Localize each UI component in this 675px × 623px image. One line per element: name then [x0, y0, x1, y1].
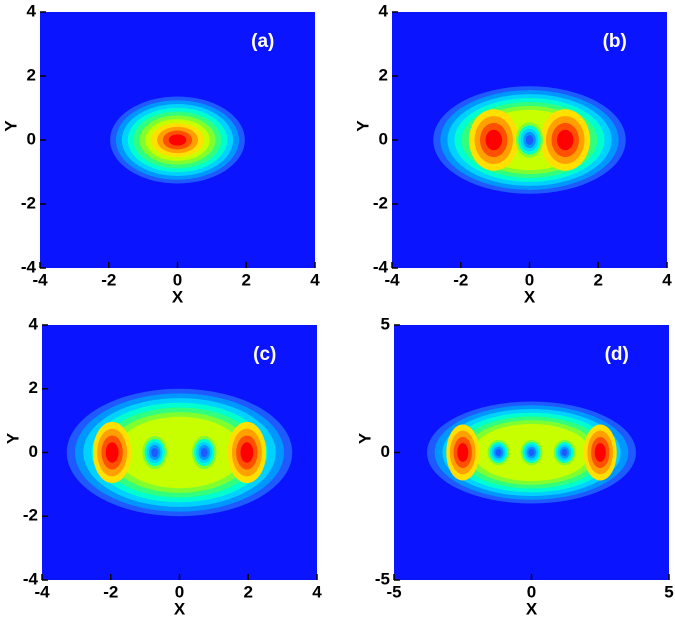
- contour-hole: [561, 449, 568, 456]
- x-tick-label: -4: [32, 270, 48, 289]
- contour-hole: [495, 449, 502, 456]
- x-tick-label: -2: [103, 582, 118, 601]
- contour-hole: [525, 135, 534, 145]
- y-tick-label: -2: [373, 193, 388, 212]
- x-axis-label: X: [174, 599, 186, 618]
- y-tick-label: 4: [29, 314, 39, 333]
- x-tick-label: 2: [242, 270, 251, 289]
- x-tick-label: -2: [101, 270, 116, 289]
- y-tick-label: 2: [29, 378, 38, 397]
- y-tick-label: -4: [21, 257, 37, 276]
- panel-label: (c): [253, 344, 276, 365]
- contour-lobe: [557, 129, 574, 151]
- panel-label: (d): [605, 344, 629, 365]
- x-tick-label: -2: [453, 270, 468, 289]
- y-axis-label: Y: [3, 432, 22, 444]
- contour-lobe: [457, 443, 469, 462]
- y-tick-label: 2: [27, 65, 36, 84]
- y-tick-label: 2: [379, 65, 388, 84]
- contour-hole: [151, 447, 159, 458]
- y-tick-label: -2: [23, 506, 38, 525]
- x-tick-label: 0: [527, 582, 536, 601]
- y-tick-label: 0: [379, 129, 388, 148]
- y-tick-label: 0: [27, 129, 36, 148]
- y-tick-label: -2: [21, 193, 36, 212]
- x-tick-label: -4: [34, 582, 50, 601]
- x-axis-label: X: [526, 599, 538, 618]
- x-axis-label: X: [524, 287, 536, 306]
- x-tick-label: 5: [664, 582, 673, 601]
- x-tick-label: -4: [384, 270, 400, 289]
- x-axis-label: X: [172, 287, 184, 306]
- x-tick-label: 4: [310, 270, 320, 289]
- y-tick-label: -5: [375, 569, 390, 588]
- panel-label: (b): [603, 31, 627, 52]
- y-tick-label: 0: [29, 442, 38, 461]
- contour-lobe: [485, 129, 502, 151]
- contour-hole: [200, 447, 208, 458]
- contour-band: [168, 134, 187, 146]
- y-tick-label: -4: [23, 569, 39, 588]
- panel-label: (a): [251, 31, 274, 52]
- y-tick-label: 4: [379, 1, 389, 20]
- y-tick-label: 0: [381, 442, 390, 461]
- y-axis-label: Y: [353, 120, 372, 132]
- x-tick-label: 0: [173, 270, 182, 289]
- y-axis-label: Y: [355, 432, 374, 444]
- x-tick-label: 4: [312, 582, 322, 601]
- x-tick-label: 0: [525, 270, 534, 289]
- x-tick-label: 2: [594, 270, 603, 289]
- x-tick-label: 2: [244, 582, 253, 601]
- contour-lobe: [105, 442, 119, 463]
- y-axis-label: Y: [1, 120, 20, 132]
- contour-lobe: [594, 443, 606, 462]
- x-tick-label: 4: [662, 270, 672, 289]
- x-tick-label: 0: [175, 582, 184, 601]
- y-tick-label: 4: [27, 1, 37, 20]
- contour-lobe: [240, 442, 254, 463]
- contour-hole: [528, 449, 535, 456]
- contour-band: [116, 416, 243, 489]
- y-tick-label: 5: [381, 314, 390, 333]
- x-tick-label: -5: [386, 582, 401, 601]
- y-tick-label: -4: [373, 257, 389, 276]
